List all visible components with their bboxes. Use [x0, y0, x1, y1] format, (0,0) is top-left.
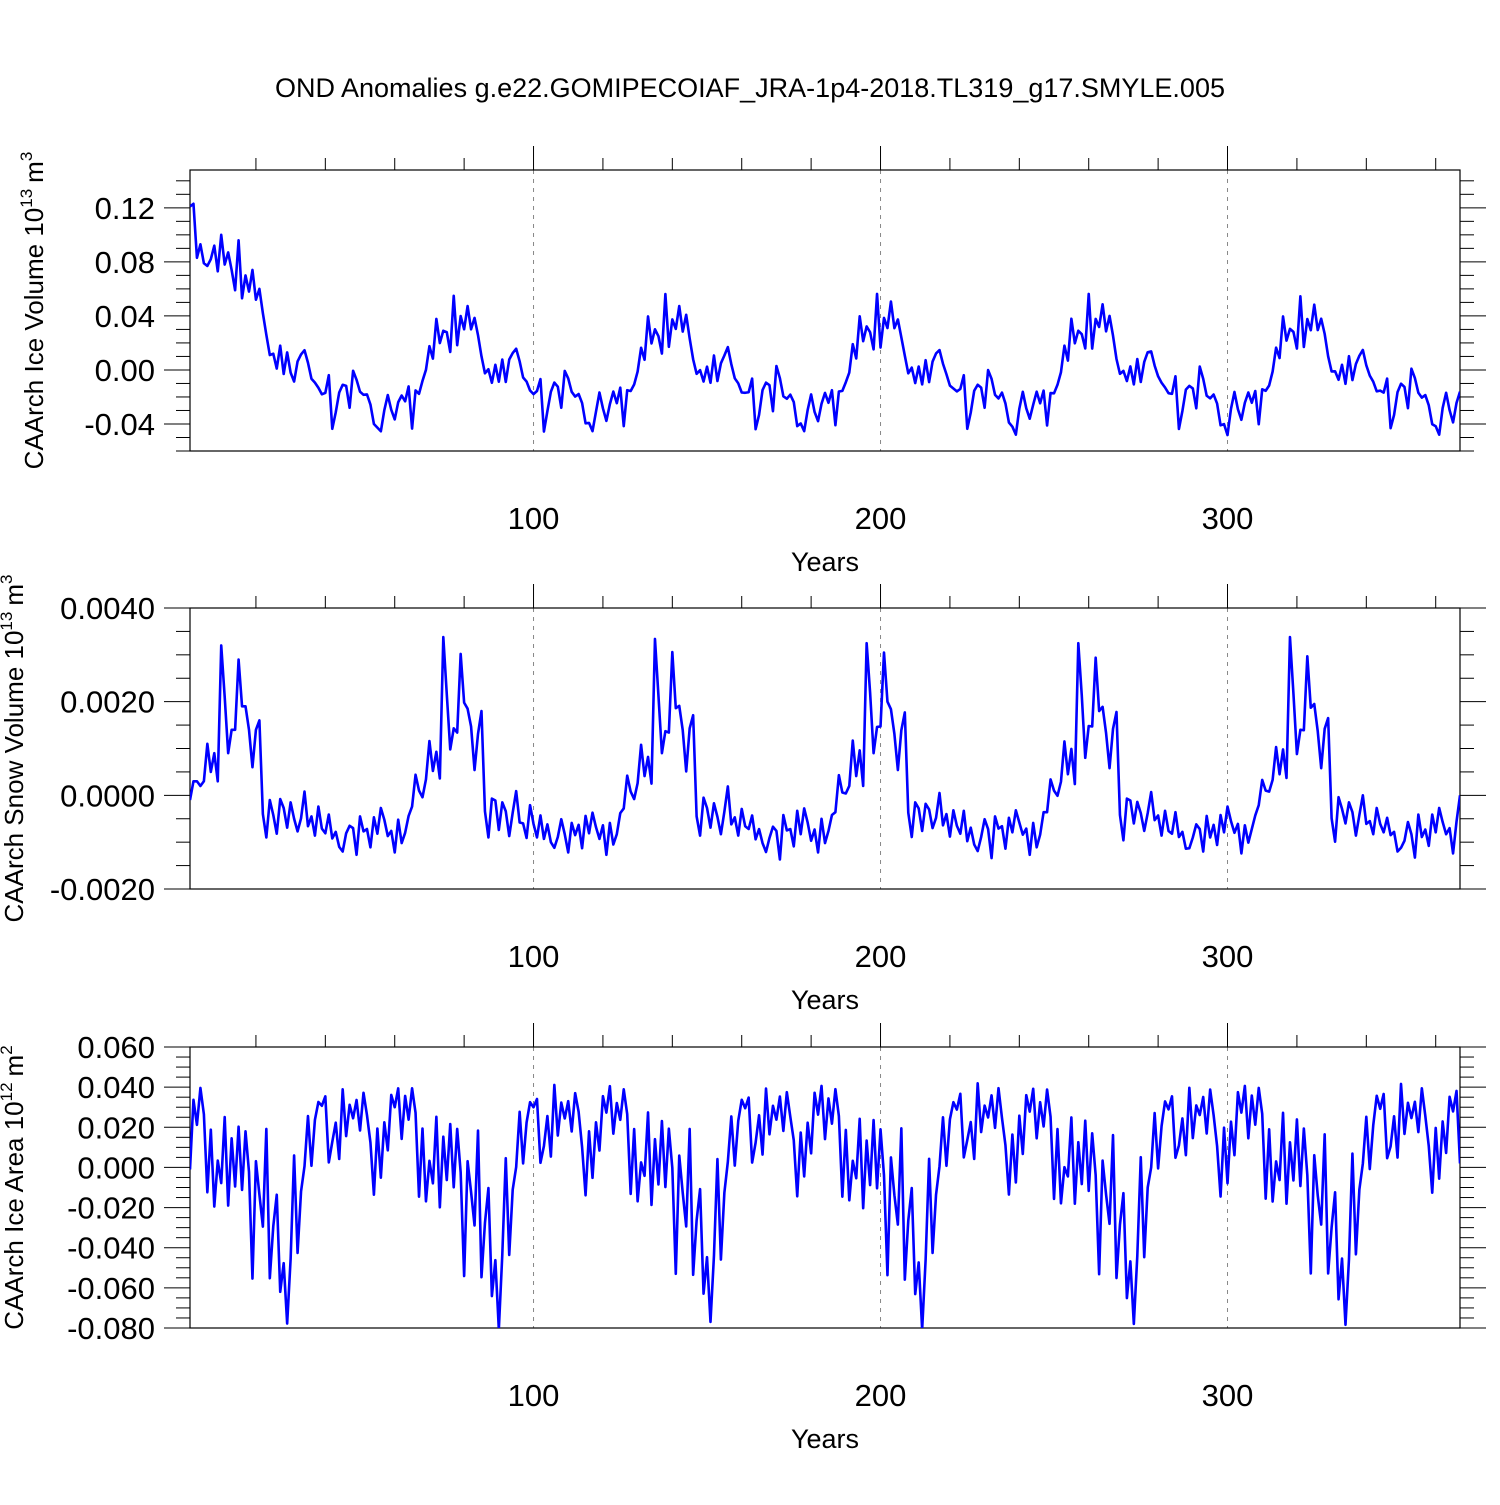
x-axis-label: Years [791, 547, 859, 577]
x-tick-label: 100 [508, 501, 560, 536]
y-tick-label: 0.020 [77, 1110, 155, 1145]
y-axis-label-exponent: 12 [0, 1082, 16, 1101]
y-tick-label: 0.08 [95, 245, 155, 280]
x-axis-label: Years [791, 985, 859, 1015]
panels-group: 100 200 300 Years -0.04 0.00 0.04 0.08 0.12 CAArc… [0, 146, 1486, 1454]
chart-title: OND Anomalies g.e22.GOMIPECOIAF_JRA-1p4-… [275, 73, 1225, 103]
y-axis-label-unit-exponent: 3 [0, 575, 16, 584]
x-tick-label: 200 [855, 501, 907, 536]
y-axis-label: CAArch Snow Volume 1013 m3 [0, 575, 29, 923]
y-axis-label-exponent: 13 [17, 189, 36, 208]
y-tick-label: 0.04 [95, 299, 155, 334]
y-axis-label-unit: m [0, 1055, 29, 1077]
series-line-ice-area [190, 1082, 1460, 1328]
y-tick-label: 0.060 [77, 1030, 155, 1065]
panel-ice-area: 100 200 300 Years -0.080 -0.060 -0.040 -0.020 0.… [0, 1023, 1486, 1454]
y-tick-label: 0.0040 [60, 591, 155, 626]
x-tick-label: 100 [508, 1378, 560, 1413]
y-tick-label: 0.12 [95, 191, 155, 226]
x-tick-label: 200 [855, 1378, 907, 1413]
y-tick-label: -0.020 [67, 1191, 155, 1226]
y-tick-label: 0.0020 [60, 685, 155, 720]
series-line-snow-volume [190, 635, 1460, 861]
y-tick-label: 0.00 [95, 353, 155, 388]
x-tick-label: 300 [1202, 939, 1254, 974]
y-axis-label-text: CAArch Ice Volume 10 [19, 208, 49, 470]
x-tick-label: 300 [1202, 501, 1254, 536]
y-tick-label: -0.04 [84, 407, 155, 442]
y-tick-label: 0.000 [77, 1150, 155, 1185]
series-line-ice-volume [190, 202, 1460, 437]
y-axis-label-unit: m [19, 161, 49, 183]
y-axis-label-unit-exponent: 2 [0, 1045, 16, 1054]
y-axis-label-text: CAArch Ice Area 10 [0, 1101, 29, 1329]
panel-snow-volume: 100 200 300 Years -0.0020 0.0000 0.0020 0.0040 C… [0, 575, 1486, 1015]
y-tick-label: -0.040 [67, 1231, 155, 1266]
panel-ice-volume: 100 200 300 Years -0.04 0.00 0.04 0.08 0.12 CAArc… [17, 146, 1486, 577]
plot-frame [189, 607, 1461, 890]
y-tick-label: -0.0020 [50, 872, 155, 907]
y-axis-label: CAArch Ice Area 1012 m2 [0, 1045, 29, 1329]
y-tick-label: -0.080 [67, 1311, 155, 1346]
y-tick-label: 0.040 [77, 1070, 155, 1105]
plot-frame [189, 1046, 1461, 1329]
y-axis-label-text: CAArch Snow Volume 10 [0, 631, 29, 923]
y-axis-label: CAArch Ice Volume 1013 m3 [17, 152, 49, 470]
y-tick-label: -0.060 [67, 1271, 155, 1306]
y-axis-label-exponent: 13 [0, 612, 16, 631]
y-axis-label-unit-exponent: 3 [17, 152, 36, 161]
x-axis-label: Years [791, 1424, 859, 1454]
x-tick-label: 100 [508, 939, 560, 974]
y-axis-label-unit: m [0, 584, 29, 606]
x-tick-label: 300 [1202, 1378, 1254, 1413]
x-tick-label: 200 [855, 939, 907, 974]
plot-frame [189, 169, 1461, 452]
y-tick-label: 0.0000 [60, 778, 155, 813]
